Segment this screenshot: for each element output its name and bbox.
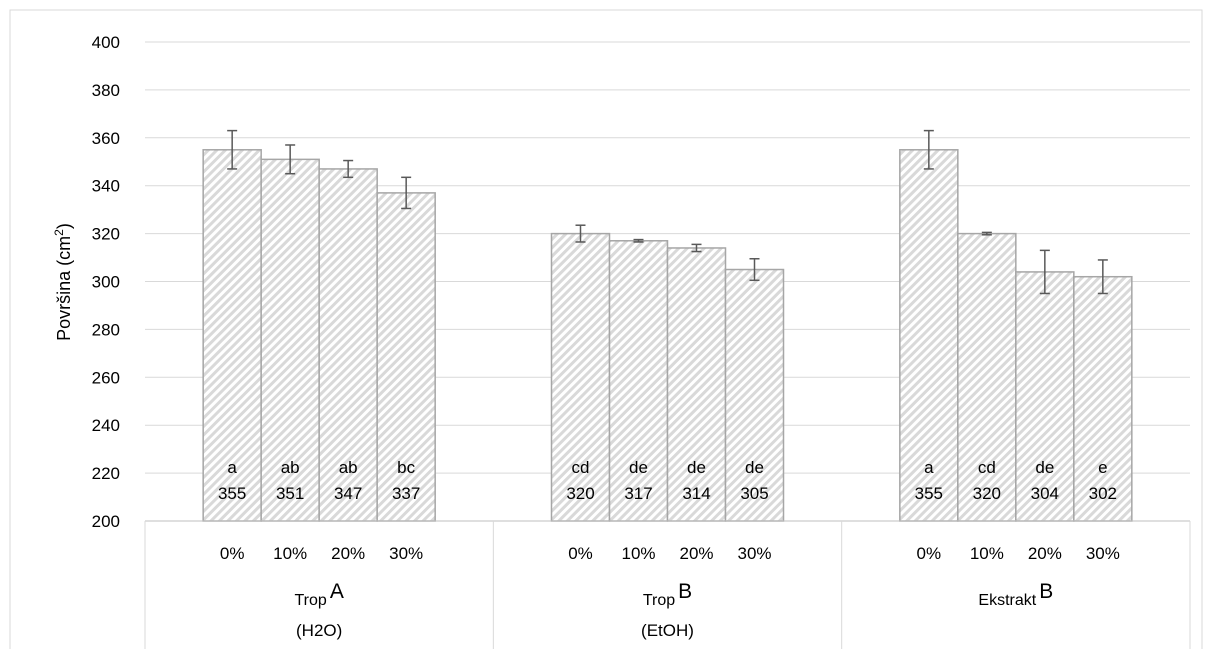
axes: 200 220 240 260 280 300 320 340 360 380 400 0% 10% 20…: [92, 33, 1191, 649]
y-tick-label: 380: [92, 81, 120, 100]
group-label-main: Trop: [643, 592, 675, 609]
significance-letter: bc: [397, 458, 415, 477]
y-axis-title-close: ): [54, 223, 74, 229]
group-label-sup: B: [1039, 580, 1053, 603]
y-tick-label: 340: [92, 177, 120, 196]
significance-letter: a: [227, 458, 237, 477]
bar: [666, 247, 727, 522]
y-axis-title-main: Površina (cm: [54, 236, 74, 341]
significance-letter: cd: [572, 458, 590, 477]
y-tick-label: 220: [92, 464, 120, 483]
chart-border: [9, 9, 1203, 654]
data-label: 320: [566, 484, 594, 503]
data-label: 337: [392, 484, 420, 503]
data-label: 355: [915, 484, 943, 503]
significance-letter: ab: [281, 458, 300, 477]
bar: [724, 268, 785, 522]
y-tick-label: 280: [92, 320, 120, 339]
x-category-label: 0%: [220, 544, 245, 563]
x-category-label: 30%: [389, 544, 423, 563]
group-label: Ekstrakt B: [978, 580, 1053, 609]
x-category-label: 20%: [679, 544, 713, 563]
bar: [957, 232, 1017, 522]
group-sublabel: (H2O): [296, 621, 342, 640]
x-category-label: 30%: [737, 544, 771, 563]
x-category-label: 0%: [568, 544, 593, 563]
y-axis-title: Površina (cm2): [52, 223, 74, 341]
group-label-sup: A: [330, 580, 344, 603]
data-label: 314: [682, 484, 710, 503]
x-category-label: 10%: [621, 544, 655, 563]
significance-letter: de: [629, 458, 648, 477]
x-category-label: 20%: [1028, 544, 1062, 563]
y-tick-label: 300: [92, 273, 120, 292]
group-label-main: Trop: [295, 592, 327, 609]
data-label: 351: [276, 484, 304, 503]
group-label: Trop B: [643, 580, 692, 609]
y-tick-label: 400: [92, 33, 120, 52]
data-label: 302: [1089, 484, 1117, 503]
y-tick-label: 200: [92, 512, 120, 531]
group-label-sup: B: [678, 580, 692, 603]
bar: [899, 149, 959, 522]
bar: [608, 240, 669, 522]
bar: [202, 149, 262, 522]
data-label: 355: [218, 484, 246, 503]
significance-letter: de: [1035, 458, 1054, 477]
significance-letter: de: [687, 458, 706, 477]
data-label: 317: [624, 484, 652, 503]
group-label-main: Ekstrakt: [978, 592, 1036, 609]
x-category-label: 0%: [917, 544, 942, 563]
data-label: 347: [334, 484, 362, 503]
x-category-label: 20%: [331, 544, 365, 563]
data-label: 305: [740, 484, 768, 503]
bar: [1015, 271, 1075, 522]
x-category-label: 10%: [970, 544, 1004, 563]
y-axis-title-sup: 2: [52, 229, 66, 236]
bar: [550, 232, 611, 522]
x-category-label: 30%: [1086, 544, 1120, 563]
significance-letter: a: [924, 458, 934, 477]
y-tick-label: 240: [92, 416, 120, 435]
bars: a 355 ab 351 ab 347 bc 337 cd 320 de 317 de 314 de 305 a…: [202, 129, 1133, 522]
x-category-label: 10%: [273, 544, 307, 563]
significance-letter: e: [1098, 458, 1107, 477]
data-label: 320: [973, 484, 1001, 503]
group-label: Trop A: [295, 580, 344, 609]
significance-letter: cd: [978, 458, 996, 477]
data-label: 304: [1031, 484, 1059, 503]
y-tick-label: 360: [92, 129, 120, 148]
y-tick-label: 320: [92, 225, 120, 244]
significance-letter: de: [745, 458, 764, 477]
significance-letter: ab: [339, 458, 358, 477]
group-sublabel: (EtOH): [641, 621, 694, 640]
y-tick-label: 260: [92, 368, 120, 387]
bar: [1073, 275, 1133, 522]
